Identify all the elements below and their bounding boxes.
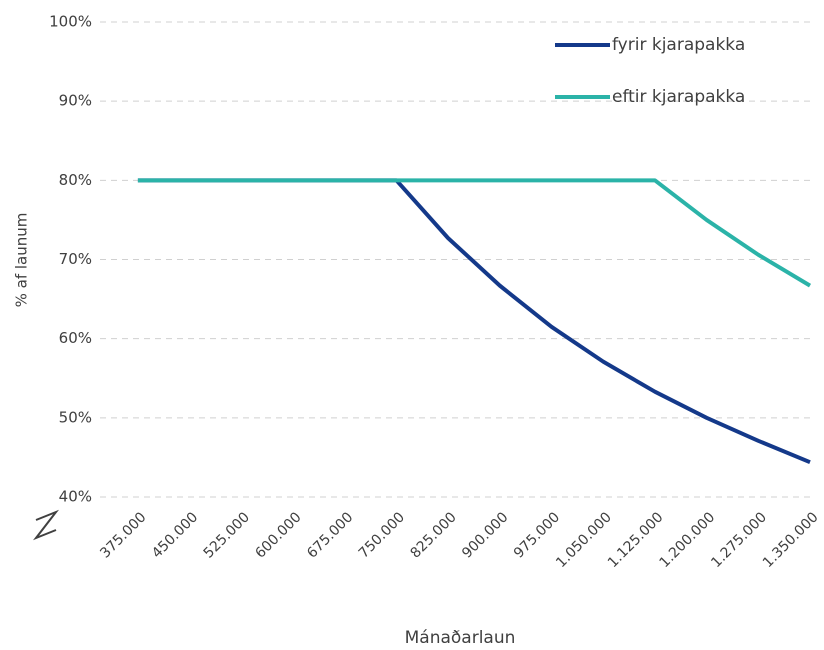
legend-label: fyrir kjarapakka — [612, 35, 745, 55]
y-tick-label: 90% — [59, 92, 92, 110]
y-axis-title: % af launum — [13, 213, 31, 308]
x-tick-label: 525.000 — [201, 509, 253, 561]
x-tick-label: 675.000 — [304, 509, 356, 561]
series-line — [137, 178, 812, 288]
x-axis-title: Mánaðarlaun — [405, 628, 516, 648]
x-tick-label: 975.000 — [511, 509, 563, 561]
x-tick-label: 825.000 — [408, 509, 460, 561]
y-tick-label: 70% — [59, 250, 92, 268]
x-tick-label: 750.000 — [356, 509, 408, 561]
x-tick-label: 900.000 — [459, 509, 511, 561]
y-tick-label: 80% — [59, 171, 92, 189]
y-tick-label: 40% — [59, 488, 92, 506]
x-tick-label: 375.000 — [97, 509, 149, 561]
x-tick-label: 450.000 — [149, 509, 201, 561]
axis-break — [32, 509, 60, 541]
x-tick-label: 1.350.000 — [760, 509, 822, 571]
y-tick-label: 60% — [59, 329, 92, 347]
x-tick-label: 600.000 — [252, 509, 304, 561]
y-tick-label: 100% — [49, 13, 92, 31]
y-tick-label: 50% — [59, 408, 92, 426]
legend-label: eftir kjarapakka — [612, 87, 745, 107]
